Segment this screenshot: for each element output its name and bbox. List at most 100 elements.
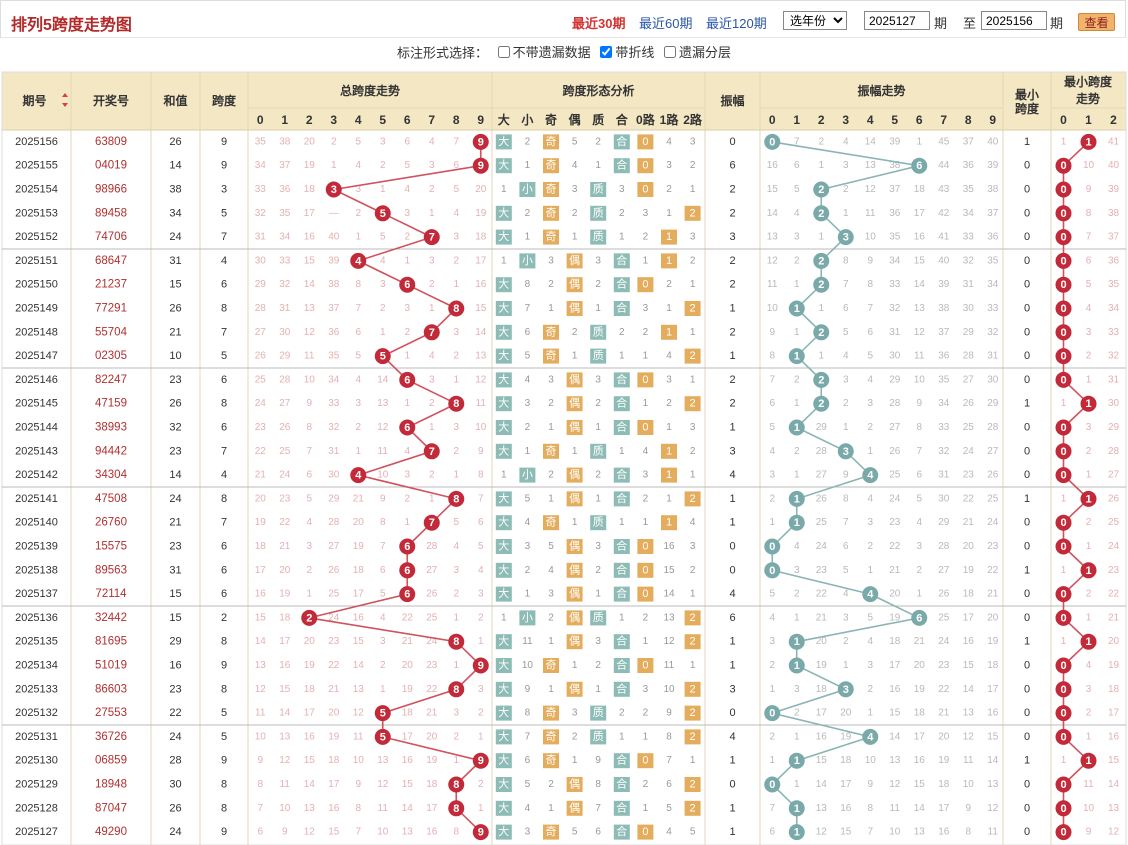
omission-cell: 9 — [282, 827, 288, 838]
omission-cell: 34 — [1108, 303, 1120, 314]
omission-cell: 7 — [769, 803, 775, 814]
year-select[interactable]: 选年份 — [783, 11, 847, 30]
span-ball-value: 5 — [380, 351, 386, 363]
omission-cell: 3 — [595, 255, 601, 266]
form-hit-cell — [684, 681, 701, 697]
span-trend-line — [309, 141, 483, 833]
checkbox-no-omission[interactable] — [497, 45, 510, 58]
omission-cell: 5 — [572, 827, 578, 838]
omission-cell: 1 — [794, 279, 800, 290]
form-hit-label: 偶 — [569, 635, 580, 648]
omission-cell: 3 — [643, 470, 649, 481]
sum-cell: 24 — [169, 493, 181, 505]
amp-cell: 2 — [729, 279, 735, 291]
omission-cell: 3 — [572, 708, 578, 719]
min-ball — [1055, 824, 1072, 841]
min-ball-value: 0 — [1060, 184, 1066, 196]
query-button[interactable]: 查看 — [1078, 13, 1115, 31]
omission-cell: 12 — [987, 803, 999, 814]
sum-cell: 31 — [169, 255, 181, 267]
form-hit-label: 合 — [616, 753, 627, 767]
omission-cell: 18 — [402, 708, 414, 719]
draw-number: 74706 — [95, 231, 127, 243]
omission-cell: 7 — [794, 136, 800, 147]
digit-header: 8 — [453, 113, 460, 127]
amp-ball-value: 4 — [867, 731, 874, 743]
period-60-link[interactable]: 最近60期 — [639, 16, 693, 31]
omission-cell: 31 — [328, 446, 340, 457]
omission-cell: 13 — [1108, 803, 1120, 814]
omission-cell: 13 — [304, 803, 316, 814]
omission-cell: 10 — [304, 374, 316, 385]
omission-cell: 23 — [987, 541, 999, 552]
omission-cell: 4 — [843, 351, 849, 362]
omission-cell: 37 — [987, 208, 999, 219]
min-span-cell: 0 — [1024, 707, 1030, 719]
omission-cell: 3 — [666, 374, 672, 385]
min-ball — [1055, 681, 1072, 698]
omission-cell: 1 — [690, 374, 696, 385]
omission-cell: 15 — [1108, 755, 1120, 766]
min-ball-value: 0 — [1060, 327, 1066, 339]
min-span-cell: 0 — [1024, 374, 1030, 386]
omission-cell: 2 — [453, 589, 459, 600]
omission-cell: 29 — [889, 374, 901, 385]
amp-ball-value: 3 — [843, 232, 849, 244]
omission-cell: 12 — [255, 684, 267, 695]
omission-cell: 20 — [304, 136, 316, 147]
checkbox-layered[interactable] — [663, 45, 676, 58]
digit-header: 1 — [281, 113, 288, 127]
checkbox-polyline[interactable] — [600, 45, 613, 58]
omission-cell: 20 — [963, 541, 975, 552]
omission-cell: 3 — [666, 160, 672, 171]
omission-cell: 2 — [525, 422, 531, 433]
form-hit-cell — [543, 134, 559, 150]
omission-cell: 11 — [353, 731, 364, 742]
form-hit-label: 大 — [498, 396, 509, 410]
omission-cell: 16 — [426, 827, 438, 838]
draw-number: 77291 — [95, 303, 127, 315]
omission-cell: 37 — [328, 303, 340, 314]
span-ball — [448, 800, 465, 817]
omission-cell: 14 — [914, 279, 926, 290]
omission-cell: 19 — [328, 731, 340, 742]
option-polyline[interactable]: 带折线 — [600, 42, 654, 61]
form-hit-cell — [566, 277, 583, 293]
form-hit-cell — [590, 610, 607, 626]
form-hit-cell — [495, 348, 512, 364]
draw-number: 87047 — [95, 802, 127, 814]
omission-cell: 8 — [478, 470, 484, 481]
draw-number: 82247 — [95, 374, 127, 386]
omission-cell: 5 — [355, 351, 361, 362]
omission-cell: 29 — [1108, 422, 1120, 433]
amp-ball — [788, 824, 805, 841]
omission-cell: 12 — [889, 779, 901, 790]
omission-cell: 8 — [1086, 208, 1092, 219]
omission-cell: 3 — [355, 184, 361, 195]
omission-cell: 23 — [816, 565, 828, 576]
min-ball-value: 0 — [1060, 470, 1066, 482]
option-no-omission[interactable]: 不带遗漏数据 — [497, 42, 591, 61]
form-hit-cell — [613, 301, 630, 316]
start-issue-input[interactable] — [864, 11, 930, 30]
min-ball-value: 0 — [1060, 374, 1066, 386]
omission-cell: 7 — [525, 303, 531, 314]
amp-ball — [764, 705, 781, 722]
omission-cell: 12 — [475, 374, 487, 385]
omission-cell: 1 — [429, 422, 435, 433]
period-30-link[interactable]: 最近30期 — [572, 16, 626, 31]
period-120-link[interactable]: 最近120期 — [706, 16, 767, 31]
omission-cell: 12 — [963, 731, 975, 742]
form-hit-cell — [590, 729, 607, 745]
omission-cell: 9 — [867, 255, 873, 266]
form-hit-label: 0 — [642, 588, 648, 600]
sum-cell: 15 — [169, 588, 181, 600]
min-digit-header: 1 — [1085, 113, 1092, 127]
omission-cell: 6 — [1086, 255, 1092, 266]
end-issue-input[interactable] — [981, 11, 1047, 30]
option-layered[interactable]: 遗漏分层 — [663, 42, 731, 61]
omission-cell: 29 — [987, 398, 999, 409]
form-hit-label: 1 — [666, 517, 672, 529]
draw-number: 02305 — [95, 350, 127, 362]
